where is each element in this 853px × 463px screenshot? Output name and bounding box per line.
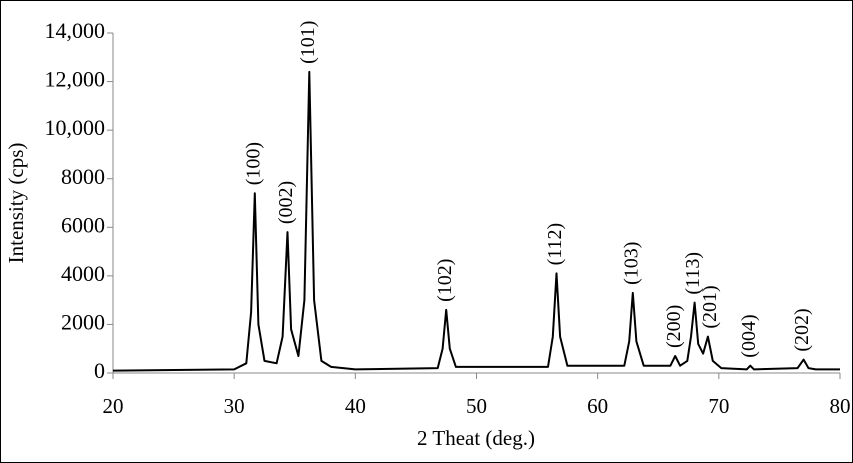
peak-label: (112) xyxy=(544,223,566,266)
x-tick-label: 40 xyxy=(345,394,366,418)
y-tick-label: 6000 xyxy=(61,212,105,237)
peak-label: (113) xyxy=(682,252,704,295)
data-line xyxy=(112,70,840,372)
y-tick-label: 12,000 xyxy=(45,67,106,92)
peak-label: (002) xyxy=(275,181,297,224)
x-tick-label: 80 xyxy=(830,394,851,418)
y-tick-label: 0 xyxy=(94,358,105,383)
peak-label: (102) xyxy=(434,259,456,302)
y-tick-label: 14,000 xyxy=(45,18,106,43)
peak-label: (101) xyxy=(297,21,319,64)
y-tick-label: 2000 xyxy=(61,309,105,334)
x-axis-title: 2 Theat (deg.) xyxy=(417,426,535,450)
x-tick-label: 70 xyxy=(708,394,729,418)
peak-label: (004) xyxy=(738,314,760,357)
peak-label: (100) xyxy=(242,142,264,185)
y-axis-title: Intensity (cps) xyxy=(4,143,28,264)
peak-label: (201) xyxy=(699,285,721,328)
x-tick-label: 50 xyxy=(466,394,487,418)
x-tick-label: 60 xyxy=(587,394,608,418)
peak-label: (200) xyxy=(663,305,685,348)
y-tick-label: 4000 xyxy=(61,261,105,286)
y-tick-label: 10,000 xyxy=(45,115,106,140)
peak-label: (202) xyxy=(791,308,813,351)
y-tick-label: 8000 xyxy=(61,164,105,189)
x-tick-label: 20 xyxy=(103,394,124,418)
x-tick-label: 30 xyxy=(224,394,245,418)
peak-label: (103) xyxy=(620,242,642,285)
